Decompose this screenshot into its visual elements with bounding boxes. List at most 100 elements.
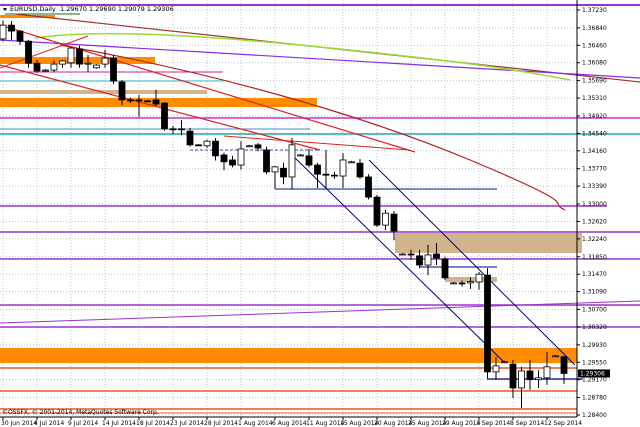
candle-body-bearish [33,62,41,72]
candle-body-bearish [484,274,491,373]
candle[interactable] [8,21,15,40]
candle-body-bearish [331,174,338,177]
candle[interactable] [127,97,134,104]
candle[interactable] [458,280,466,287]
candle[interactable] [339,153,347,188]
candle[interactable] [492,356,500,380]
candle[interactable] [237,141,245,170]
candle[interactable] [407,249,415,260]
candle[interactable] [246,144,253,148]
channel-line-lower[interactable] [291,154,506,364]
candle[interactable] [322,149,330,188]
candle[interactable] [25,39,32,68]
candle[interactable] [382,209,389,231]
candle[interactable] [76,45,83,68]
demand-zone[interactable] [0,348,577,363]
candle[interactable] [373,194,381,227]
candle[interactable] [254,143,262,152]
candle[interactable] [220,152,228,171]
candle[interactable] [356,159,364,179]
candle[interactable] [280,162,287,185]
candle[interactable] [543,352,551,385]
candle-body-bearish [356,162,364,178]
triangle-down-icon[interactable] [3,8,7,11]
candle[interactable] [390,210,398,241]
trend-line[interactable] [223,135,411,151]
candle[interactable] [93,64,100,69]
candle[interactable] [416,249,423,269]
candle[interactable] [0,20,7,42]
candle[interactable] [178,120,185,136]
candle[interactable] [186,127,194,147]
candle[interactable] [118,80,126,105]
moving-average-fast[interactable] [59,44,566,211]
candle[interactable] [484,268,491,379]
candle[interactable] [67,47,75,68]
trend-line[interactable] [0,39,640,79]
candle[interactable] [84,54,92,72]
candle[interactable] [161,102,168,131]
candle-body-bullish [399,253,406,256]
candle[interactable] [229,155,236,168]
candle[interactable] [433,243,440,266]
candle[interactable] [195,143,202,147]
candle[interactable] [144,99,151,103]
candle[interactable] [305,148,313,168]
candle[interactable] [348,160,355,164]
trend-line[interactable] [0,64,321,151]
candle[interactable] [560,355,568,384]
candle[interactable] [59,59,66,68]
candle[interactable] [526,359,534,390]
candle[interactable] [263,146,270,175]
candle[interactable] [509,359,517,399]
candle[interactable] [288,137,296,189]
trend-line[interactable] [0,35,89,69]
candle[interactable] [535,370,542,388]
candle-body-bearish [212,140,219,157]
candle[interactable] [152,89,160,106]
candle[interactable] [365,174,372,200]
trend-line[interactable] [0,24,416,153]
candle-body-bearish [407,253,415,256]
current-price-box [578,369,610,378]
candle[interactable] [441,256,449,280]
candle[interactable] [212,137,219,161]
candle[interactable] [33,59,41,73]
price-axis[interactable]: 1.37230 1.36840 1.36460 1.36080 1.35690 1.353… [577,7,607,419]
candle[interactable] [552,354,559,358]
candle[interactable] [42,69,49,72]
candle[interactable] [110,54,117,84]
time-tick-label: 4 Jul 2014 [34,420,64,427]
candle[interactable] [518,366,525,409]
candle-body-bearish [280,167,287,178]
candle[interactable] [467,277,474,289]
candle[interactable] [169,126,177,134]
candle[interactable] [203,139,211,149]
price-tick-label: 1.34920 [582,113,607,120]
candle[interactable] [331,171,338,179]
candle[interactable] [475,271,483,290]
moving-average-slow[interactable] [34,32,571,81]
candle[interactable] [399,253,406,256]
candle-body-bearish [526,370,534,381]
candle[interactable] [450,281,457,285]
candle[interactable] [424,244,432,276]
candle[interactable] [50,60,58,72]
candle[interactable] [101,49,109,68]
supply-zone-top[interactable] [0,15,55,18]
candle[interactable] [16,30,24,45]
candle[interactable] [297,154,304,157]
candle[interactable] [501,360,508,364]
candle-body-bearish [178,128,185,131]
trend-line[interactable] [0,300,640,324]
range-zone-lower[interactable] [395,233,582,253]
channel-line-upper[interactable] [368,159,576,366]
candle[interactable] [135,94,143,117]
candle-body-bullish [67,47,75,64]
candle-body-bullish [50,63,58,71]
candle[interactable] [314,162,321,188]
candle[interactable] [271,165,279,189]
candle-body-bullish [84,62,92,65]
